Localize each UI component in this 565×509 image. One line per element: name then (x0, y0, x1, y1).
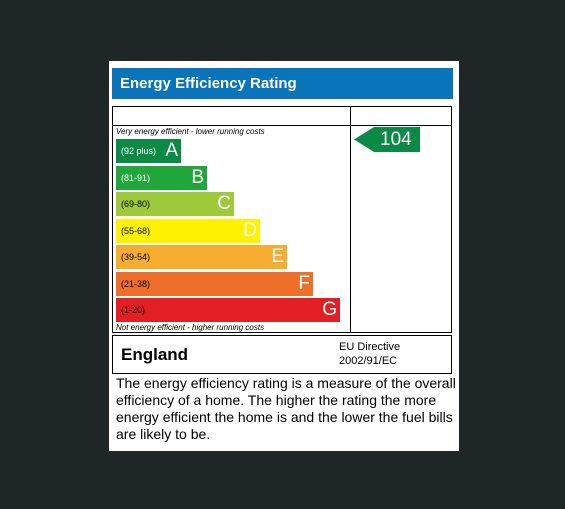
title-bar: Energy Efficiency Rating (112, 68, 453, 99)
band-range-label: (92 plus) (121, 146, 157, 156)
band-range-label: (39-54) (121, 252, 151, 262)
band-c: (69-80) C (116, 192, 234, 216)
directive-label: EU Directive 2002/91/EC (339, 340, 400, 368)
band-range-label: (81-91) (121, 172, 151, 183)
current-rating-arrow: 104 (354, 127, 420, 152)
band-letter: E (271, 246, 284, 267)
country-label: England (121, 345, 189, 364)
energy-rating-card: Energy Efficiency Rating Very energy eff… (109, 61, 459, 451)
directive-line1: EU Directive (339, 341, 401, 353)
directive-line2: 2002/91/EC (339, 355, 398, 367)
band-letter: G (322, 299, 337, 320)
current-rating-value: 104 (380, 129, 412, 150)
footer-box: England EU Directive 2002/91/EC (112, 335, 452, 374)
band-letter: D (243, 219, 257, 241)
top-note: Very energy efficient - lower running co… (116, 127, 265, 136)
bottom-note: Not energy efficient - higher running co… (116, 323, 265, 332)
column-divider (350, 107, 351, 332)
band-range-label: (1-20) (121, 305, 146, 315)
chart-title: Energy Efficiency Rating (120, 75, 297, 92)
band-g: (1-20) G (116, 298, 340, 322)
band-range-label: (21-38) (121, 278, 151, 289)
arrow-shape (354, 127, 420, 152)
header-row-divider (113, 125, 451, 126)
band-range-label: (69-80) (121, 199, 151, 209)
band-letter: F (298, 272, 310, 294)
rating-chart: Very energy efficient - lower running co… (112, 106, 452, 333)
band-f: (21-38) F (116, 271, 313, 296)
band-range-label: (55-68) (121, 225, 151, 236)
band-a: (92 plus) A (116, 139, 181, 163)
band-letter: C (217, 193, 231, 214)
band-e: (39-54) E (116, 245, 287, 269)
description-text: The energy efficiency rating is a measur… (116, 375, 456, 442)
band-d: (55-68) D (116, 218, 260, 243)
band-letter: B (191, 166, 204, 188)
band-letter: A (165, 140, 178, 161)
band-b: (81-91) B (116, 165, 207, 190)
